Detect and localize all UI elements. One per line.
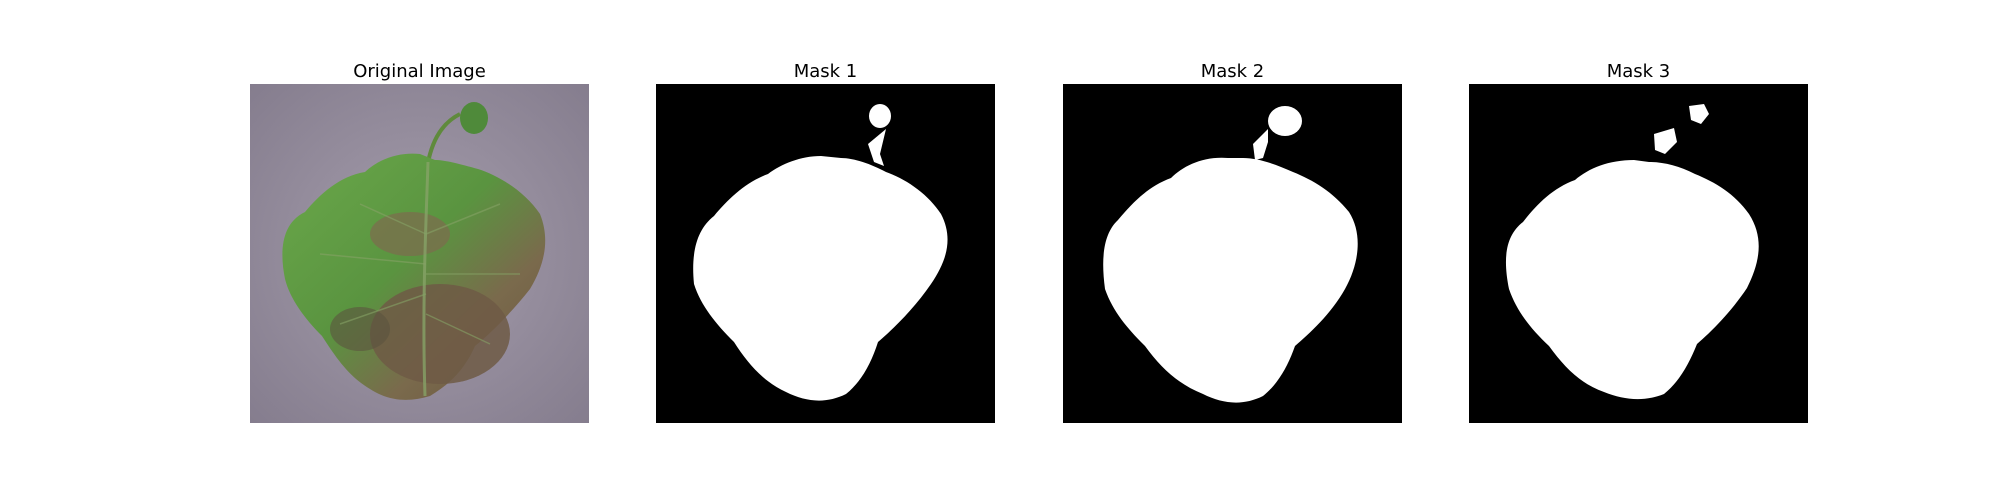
midrib [422, 161, 430, 397]
mask-leaflet [1268, 106, 1302, 136]
blight-patch [330, 307, 390, 351]
panel-title: Mask 3 [1606, 61, 1671, 82]
panel-mask-2: Mask 2 [1063, 60, 1402, 423]
panel-mask-1: Mask 1 [656, 60, 995, 423]
mask-2-image [1063, 84, 1402, 423]
mask-leaf [1103, 157, 1358, 403]
mask-1-image [656, 84, 995, 423]
leaflet [460, 102, 488, 134]
mask-leaf [1505, 160, 1759, 400]
panel-original-image: Original Image [250, 60, 589, 423]
panel-mask-3: Mask 3 [1469, 60, 1808, 423]
mask-leaflet [869, 104, 891, 128]
leaf-photo [250, 84, 589, 423]
mask-leaf [693, 156, 948, 401]
blight-patch [370, 284, 510, 384]
mask-stem [868, 129, 886, 166]
blight-patch [370, 212, 450, 256]
panel-title: Mask 2 [1200, 61, 1265, 82]
mask-stem [1253, 129, 1268, 160]
mask-3-image [1469, 84, 1808, 423]
mask-leaflet [1689, 104, 1709, 124]
panel-title: Mask 1 [793, 61, 858, 82]
leaf-veins [319, 203, 520, 345]
mask-stem [1654, 128, 1677, 154]
panel-title: Original Image [353, 61, 486, 82]
